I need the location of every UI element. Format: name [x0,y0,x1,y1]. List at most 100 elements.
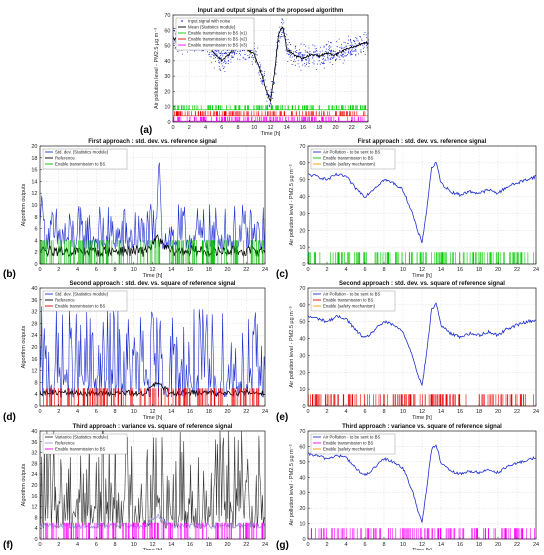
legend-box [310,148,396,170]
legend-entry: Enable (safety mechanism) [323,162,376,167]
y-tick-label: 12 [31,505,37,511]
x-tick-label: 2 [188,125,191,131]
chart-panel-f: 0 2 4 6 8 10 12 14 16 18 20 22 240481216202428323640… [3,424,268,554]
y-tick-label: 60 [164,28,170,34]
x-tick-label: 8 [382,409,385,415]
y-tick-label: 40 [31,429,37,435]
y-tick-label: 16 [31,494,37,500]
x-tick-label: 6 [363,542,366,548]
y-tick-label: 20 [299,506,305,512]
legend-entry: Enable transmission to BS (v3) [188,43,248,48]
y-tick-label: 32 [31,451,37,457]
x-tick-label: 12 [149,542,155,548]
x-tick-label: 16 [300,125,306,131]
x-tick-label: 6 [95,542,98,548]
x-tick-label: 2 [325,409,328,415]
x-tick-label: 14 [438,267,444,273]
panel-label: (c) [276,269,288,280]
y-tick-label: 0 [302,404,305,410]
legend-entry: Mean (Statistics module) [188,25,236,30]
panel-label: (b) [3,269,16,280]
x-tick-label: 20 [332,125,338,131]
x-tick-label: 8 [382,542,385,548]
x-tick-label: 10 [400,409,406,415]
panel-label: (f) [3,540,13,550]
y-tick-label: 10 [299,522,305,528]
x-tick-label: 8 [113,267,116,273]
legend-entry: Enable (safety mechanism) [323,304,376,309]
x-tick-label: 18 [206,409,212,415]
series-line-0 [39,430,266,529]
legend-box [42,290,128,312]
x-tick-label: 10 [131,542,137,548]
x-tick-label: 18 [206,267,212,273]
y-tick-label: 40 [31,286,37,292]
x-tick-label: 12 [419,542,425,548]
x-tick-label: 0 [38,267,41,273]
x-tick-label: 12 [267,125,273,131]
y-tick-label: 8 [34,515,37,521]
y-tick-label: 60 [299,444,305,450]
y-tick-label: 70 [299,286,305,292]
y-tick-label: 20 [299,370,305,376]
series-events-1 [308,394,534,406]
y-tick-label: 4 [34,526,37,532]
y-tick-label: 0 [167,120,170,126]
y-tick-label: 10 [299,387,305,393]
chart-panel-d: 0 2 4 6 8 10 12 14 16 18 20 22 240481216202428323640… [3,281,268,423]
legend-entry: Enable transmission to BS [323,298,374,303]
legend: Std. dev. (Statistics module)ReferenceEn… [42,290,128,312]
y-axis-label: Air pollution level - PM2.5 µg m⁻³ [289,306,295,387]
y-tick-label: 20 [31,483,37,489]
legend-entry: Enable transmission to BS [323,156,374,161]
series-events-2 [40,240,264,264]
x-tick-label: 4 [344,267,347,273]
x-tick-label: 24 [365,125,371,131]
x-tick-label: 6 [363,267,366,273]
x-tick-label: 14 [168,409,174,415]
x-tick-label: 20 [224,542,230,548]
x-tick-label: 0 [306,542,309,548]
x-tick-label: 22 [243,542,249,548]
y-tick-label: 20 [31,144,37,150]
x-tick-label: 6 [95,267,98,273]
chart-title: First approach : std. dev. vs. reference… [358,139,487,145]
legend-entry: Enable transmission to BS [55,447,106,452]
chart-title: Input and output signals of the proposed… [198,8,344,14]
y-tick-label: 8 [34,380,37,386]
x-tick-label: 22 [349,125,355,131]
x-tick-label: 12 [419,409,425,415]
y-axis-label: Air pollution level - PM2.5 µg m⁻³ [289,164,295,245]
legend-entry: Enable transmission to BS [323,441,374,446]
legend-marker [181,20,183,22]
y-tick-label: 32 [31,310,37,316]
legend-entry: Enable transmission to BS [55,162,106,167]
x-tick-label: 4 [344,542,347,548]
y-tick-label: 70 [164,13,170,19]
y-tick-label: 28 [31,461,37,467]
series-line-0 [307,161,537,244]
panel-label: (e) [276,412,288,423]
x-tick-label: 16 [457,267,463,273]
x-tick-label: 14 [284,125,290,131]
x-tick-label: 2 [325,267,328,273]
y-tick-label: 20 [164,89,170,95]
x-tick-label: 22 [514,267,520,273]
panel-label: (a) [140,125,152,136]
y-tick-label: 0 [34,404,37,410]
y-tick-label: 14 [31,179,37,185]
y-tick-label: 10 [164,105,170,111]
x-tick-label: 22 [514,542,520,548]
x-axis-label: Time [h] [261,131,281,137]
x-tick-label: 22 [514,409,520,415]
legend-box [42,148,128,170]
x-tick-label: 4 [76,409,79,415]
y-tick-label: 4 [34,238,37,244]
x-tick-label: 8 [113,542,116,548]
x-tick-label: 14 [168,267,174,273]
x-tick-label: 18 [476,542,482,548]
